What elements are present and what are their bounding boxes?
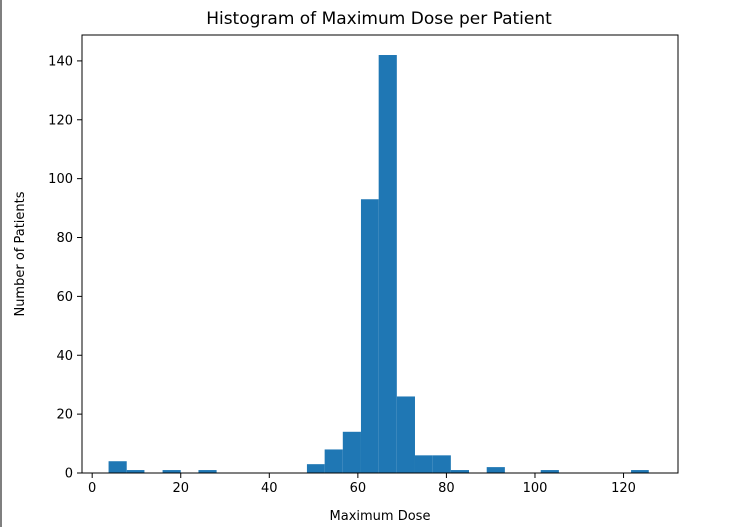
histogram-bar [486,467,505,473]
x-axis-label: Maximum Dose [330,509,431,524]
window-edge-rule [0,0,2,527]
y-axis-label: Number of Patients [13,191,28,316]
histogram-bar [360,199,379,473]
histogram-bar [324,449,343,473]
y-tick-label: 140 [48,54,73,69]
histogram-bar [126,470,145,473]
histogram-bar [540,470,559,473]
histogram-bar [198,470,217,473]
y-tick-label: 80 [56,231,73,246]
histogram-bar [414,455,433,473]
y-tick-label: 100 [48,172,73,187]
x-tick-label: 120 [611,481,636,496]
plot-frame [81,34,679,474]
histogram-bar [108,461,127,473]
x-tick-label: 40 [261,481,278,496]
y-tick-label: 0 [65,467,73,482]
histogram-bar [162,470,181,473]
bars-group [108,55,649,474]
y-tick-label: 60 [56,290,73,305]
y-axis-ticks: 0 20 40 60 80 100 120 140 [48,54,82,482]
histogram-bar [396,396,415,473]
histogram-bar [378,55,397,474]
x-tick-label: 100 [523,481,548,496]
x-tick-label: 60 [350,481,367,496]
histogram-bar [306,464,325,473]
histogram-bar [631,470,649,473]
histogram-bar [432,455,451,473]
x-tick-label: 0 [88,481,96,496]
y-tick-label: 120 [48,113,73,128]
histogram-bar [342,431,361,473]
x-tick-label: 20 [172,481,189,496]
x-axis-ticks: 0 20 40 60 80 100 120 [88,473,636,496]
chart-title: Histogram of Maximum Dose per Patient [206,9,552,29]
y-tick-label: 20 [56,408,73,423]
histogram-bar [450,470,470,473]
y-tick-label: 40 [56,349,73,364]
x-tick-label: 80 [438,481,455,496]
